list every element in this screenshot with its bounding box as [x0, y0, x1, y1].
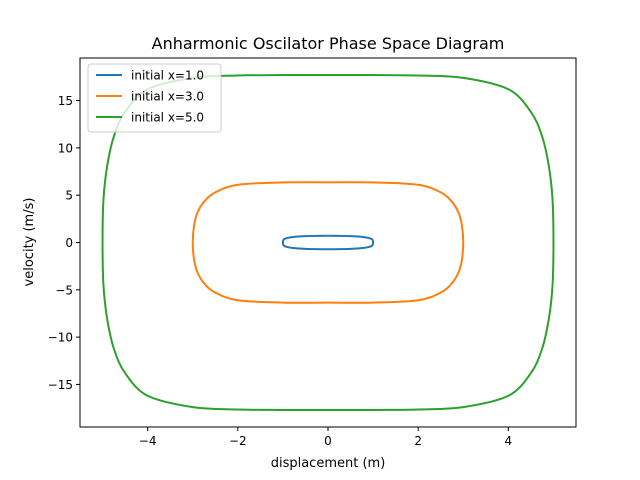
- y-tick-label: −15: [48, 378, 73, 392]
- series-line-3: [101, 73, 555, 412]
- y-tick-label: −5: [55, 283, 73, 297]
- legend-label-3: initial x=5.0: [131, 111, 204, 125]
- series-line-1: [281, 234, 375, 251]
- y-axis-label: velocity (m/s): [22, 198, 37, 287]
- x-tick-label: 4: [505, 434, 513, 448]
- chart-title: Anharmonic Oscilator Phase Space Diagram: [152, 34, 505, 53]
- x-tick-label: 2: [414, 434, 422, 448]
- y-tick-label: 10: [58, 141, 73, 155]
- legend-label-2: initial x=3.0: [131, 90, 204, 104]
- series-layer: [101, 73, 555, 412]
- y-tick-label: 5: [65, 189, 73, 203]
- x-tick-label: −2: [229, 434, 247, 448]
- x-tick-label: −4: [139, 434, 157, 448]
- legend-label-1: initial x=1.0: [131, 69, 204, 83]
- x-axis: −4 −2 0 2 4: [139, 427, 512, 448]
- legend: initial x=1.0 initial x=3.0 initial x=5.0: [87, 63, 222, 133]
- x-tick-label: 0: [324, 434, 332, 448]
- legend-frame: [87, 63, 222, 133]
- y-tick-label: −10: [48, 331, 73, 345]
- y-axis: −15 −10 −5 0 5 10 15: [48, 94, 80, 392]
- y-tick-label: 15: [58, 94, 73, 108]
- y-tick-label: 0: [65, 236, 73, 250]
- x-axis-label: displacement (m): [271, 456, 386, 471]
- series-line-2: [191, 181, 465, 304]
